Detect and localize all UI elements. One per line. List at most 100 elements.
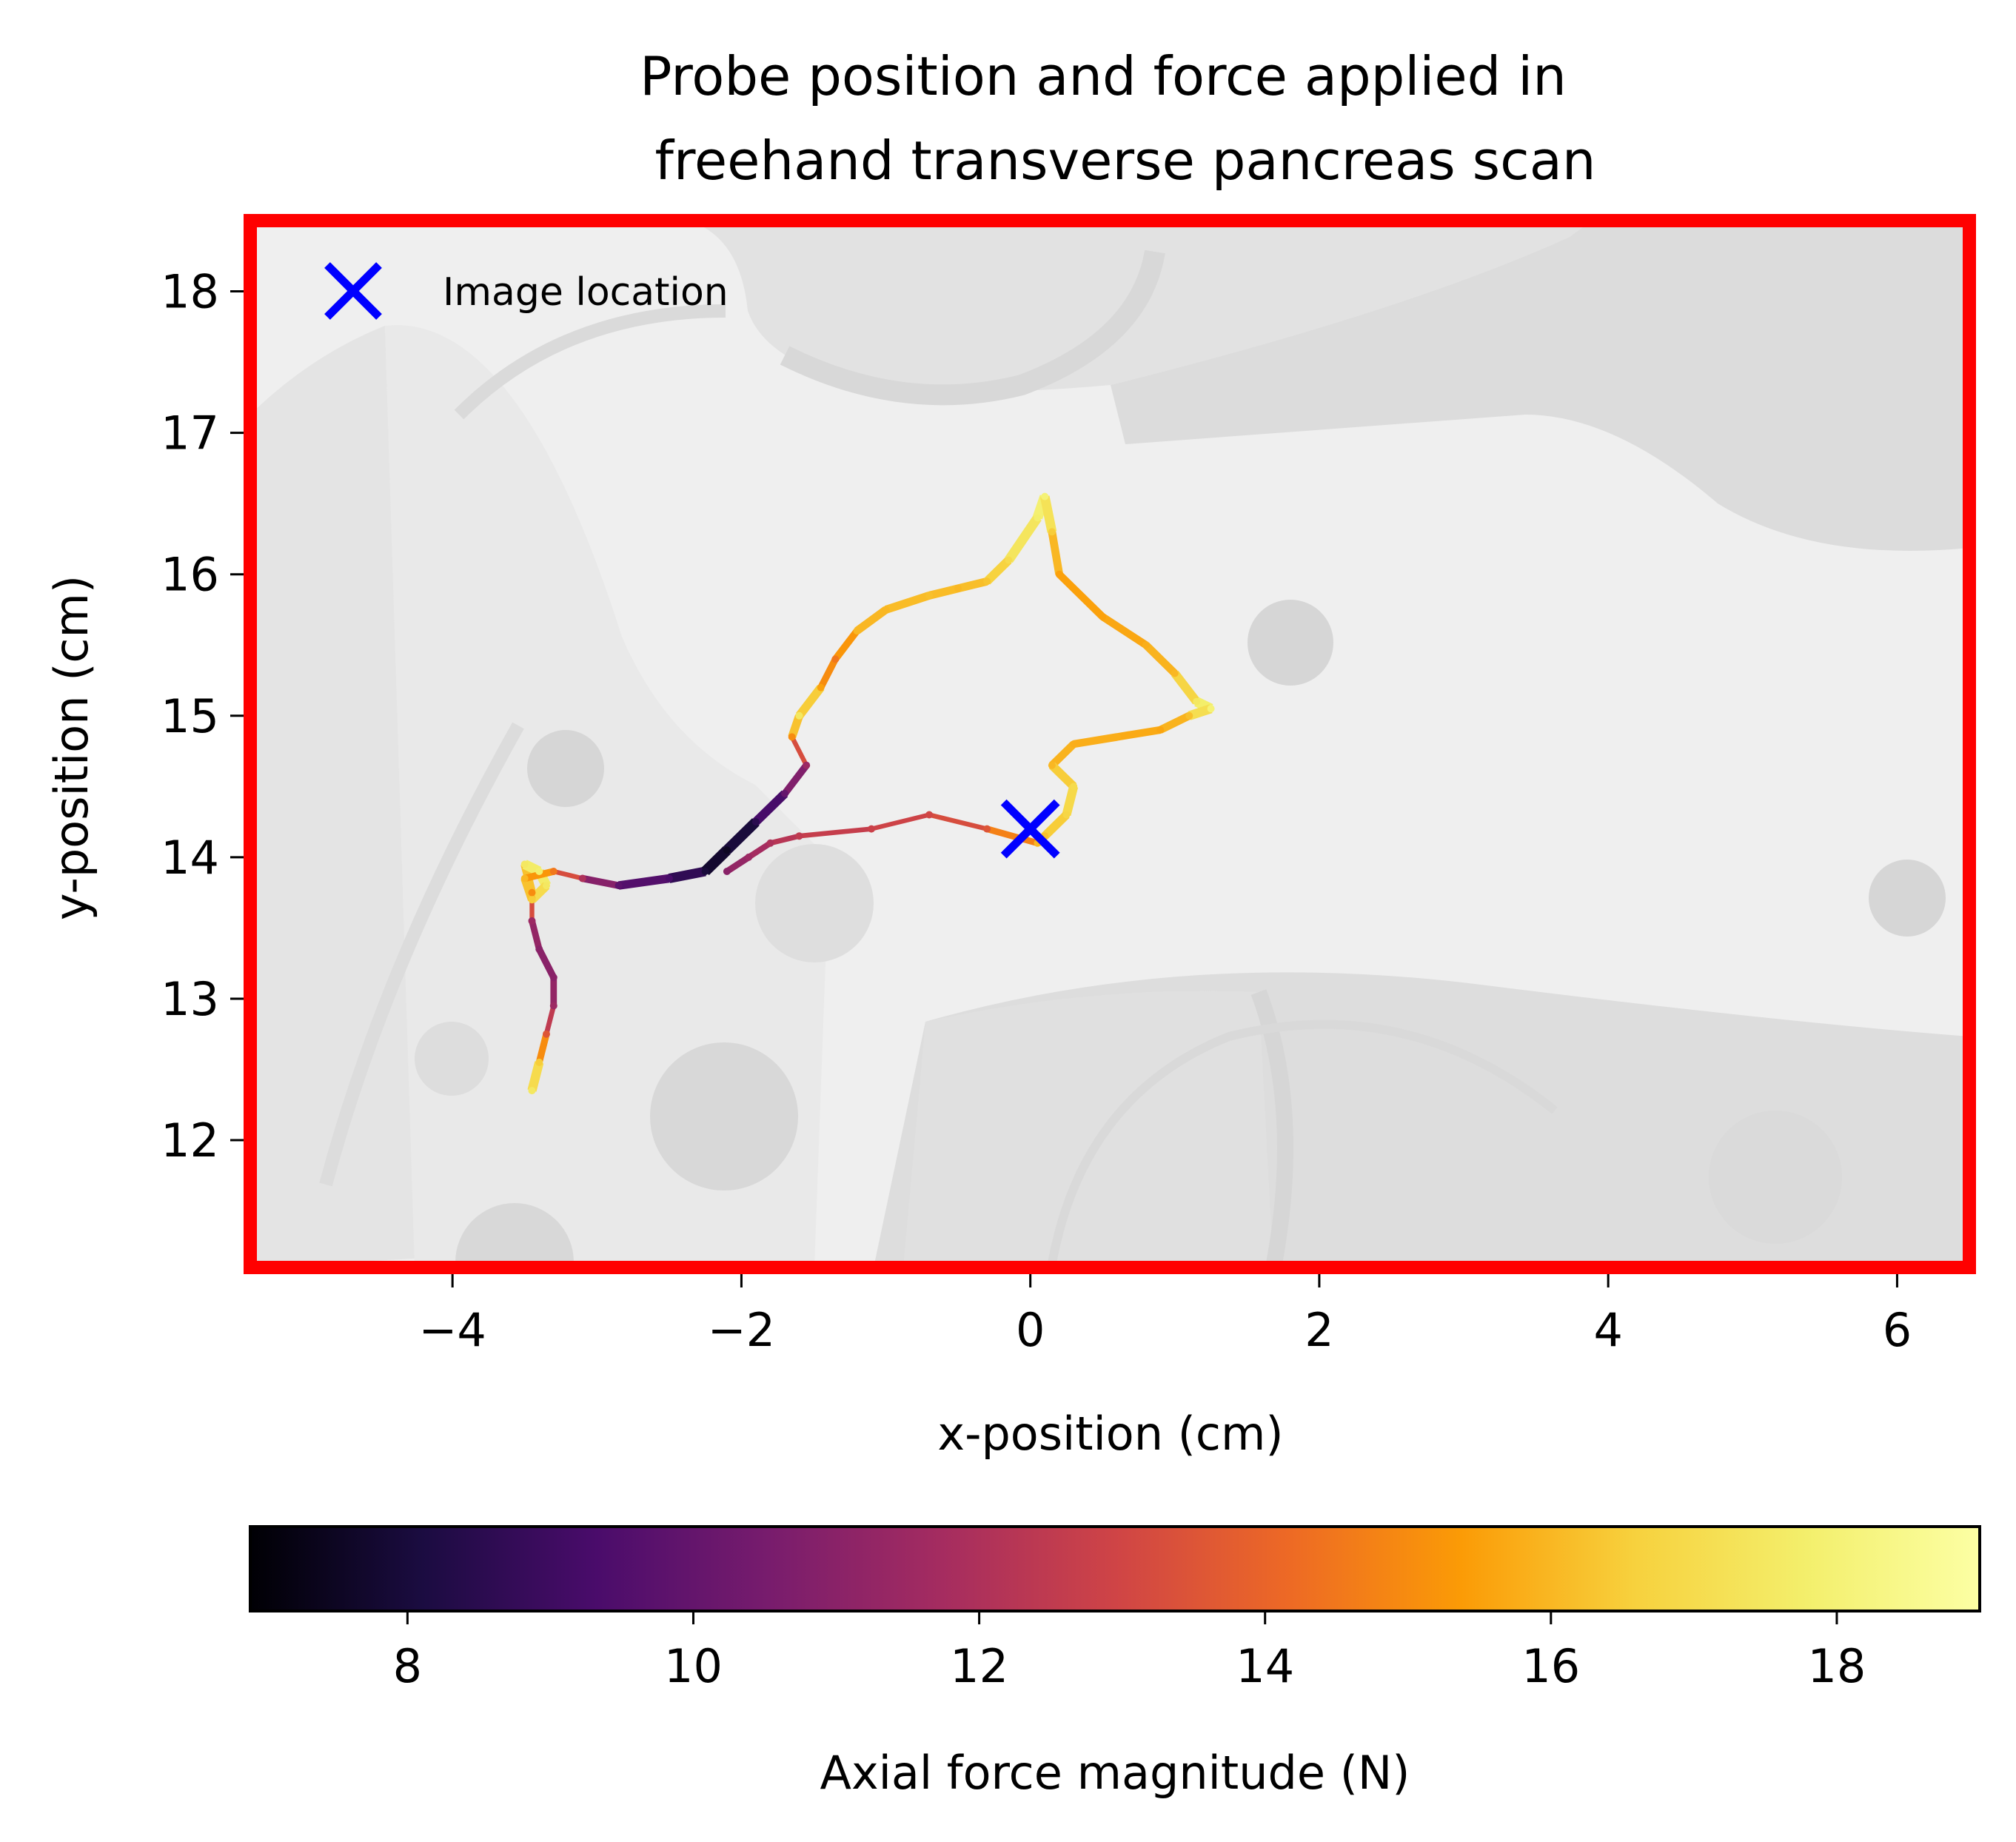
trajectory-segment bbox=[983, 557, 1012, 585]
trajectory-segment bbox=[788, 714, 803, 739]
y-tick-label: 15 bbox=[161, 689, 219, 743]
trajectory-segment bbox=[723, 818, 760, 854]
trajectory-point bbox=[1048, 528, 1056, 536]
trajectory-point bbox=[868, 825, 875, 833]
trajectory-segment bbox=[1171, 670, 1200, 705]
trajectory-point bbox=[817, 683, 825, 691]
trajectory-segment bbox=[928, 584, 960, 600]
trajectory-point bbox=[925, 592, 934, 600]
trajectory-segment bbox=[1005, 515, 1042, 563]
legend-marker-x-icon bbox=[324, 262, 382, 320]
trajectory-point bbox=[528, 1087, 536, 1095]
image-location-marker bbox=[1000, 799, 1060, 859]
colorbar-ticks: 8 10 12 14 16 18 bbox=[393, 1611, 1866, 1693]
trajectory-point bbox=[1034, 514, 1042, 522]
trajectory-segment bbox=[701, 846, 731, 876]
legend-label: Image location bbox=[443, 270, 729, 315]
trajectory-point bbox=[543, 882, 550, 890]
x-tick-label: 0 bbox=[1016, 1303, 1045, 1357]
trajectory-segment bbox=[553, 868, 583, 881]
trajectory-point bbox=[1070, 740, 1078, 748]
trajectory-point bbox=[549, 1002, 557, 1010]
trajectory-point bbox=[1171, 669, 1179, 677]
background-image bbox=[250, 221, 1969, 1267]
trajectory-point bbox=[751, 818, 760, 826]
trajectory-segment bbox=[789, 735, 809, 767]
trajectory-segment bbox=[795, 685, 825, 719]
trajectory-point bbox=[528, 917, 536, 925]
x-axis-ticks: −4 −2 0 2 4 6 bbox=[418, 1274, 1912, 1357]
y-axis-ticks: 12 13 14 15 16 17 18 bbox=[161, 265, 244, 1168]
trajectory-point bbox=[549, 974, 557, 982]
trajectory-segment bbox=[928, 812, 988, 831]
trajectory-segment bbox=[957, 577, 988, 593]
x-tick-label: 2 bbox=[1305, 1303, 1333, 1357]
trajectory-point bbox=[831, 655, 840, 663]
trajectory-point bbox=[1070, 783, 1078, 791]
trajectory-segment bbox=[782, 763, 810, 796]
trajectory-segment bbox=[1188, 704, 1213, 720]
colorbar-label: Axial force magnitude (N) bbox=[820, 1746, 1410, 1800]
trajectory-segment bbox=[799, 826, 872, 839]
trajectory-point bbox=[528, 896, 536, 904]
trajectory-point bbox=[954, 584, 962, 592]
trajectory-segment bbox=[817, 657, 839, 689]
trajectory-segment bbox=[668, 866, 706, 883]
trajectory-point bbox=[723, 846, 731, 854]
trajectory-point bbox=[1041, 492, 1049, 500]
trajectory-point bbox=[788, 733, 796, 741]
trajectory-point bbox=[1193, 697, 1201, 706]
trajectory-point bbox=[1113, 733, 1121, 741]
trajectory-segment bbox=[527, 1061, 544, 1092]
trajectory-segment bbox=[985, 825, 1039, 847]
trajectory-point bbox=[543, 1030, 550, 1038]
trajectory-segment bbox=[1100, 613, 1148, 649]
trajectory-point bbox=[1005, 556, 1013, 564]
trajectory-segment bbox=[529, 920, 543, 951]
trajectory-point bbox=[1185, 711, 1193, 720]
trajectory-segment bbox=[1143, 642, 1178, 677]
trajectory-point bbox=[882, 606, 890, 614]
plot-frame bbox=[244, 214, 1976, 1274]
y-axis-label: y-position (cm) bbox=[44, 575, 98, 920]
trajectory-point bbox=[925, 811, 934, 819]
trajectory-point bbox=[1048, 761, 1056, 769]
trajectory-segment bbox=[1049, 741, 1076, 768]
x-axis-label: x-position (cm) bbox=[937, 1407, 1283, 1461]
trajectory-point bbox=[1062, 811, 1071, 819]
trajectory-point bbox=[803, 761, 811, 769]
trajectory-point bbox=[795, 711, 803, 720]
trajectory-point bbox=[520, 874, 529, 883]
trajectory-point bbox=[795, 832, 803, 840]
trajectory-point bbox=[528, 888, 536, 897]
trajectory-point bbox=[1207, 705, 1215, 713]
trajectory-point bbox=[1142, 641, 1150, 649]
image-location-x-stroke bbox=[1000, 799, 1060, 859]
trajectory-segment bbox=[832, 629, 860, 662]
colorbar-tick-label: 18 bbox=[1807, 1639, 1866, 1693]
x-tick-label: −4 bbox=[418, 1303, 486, 1357]
trajectory-point bbox=[745, 853, 753, 861]
colorbar-tick-label: 16 bbox=[1521, 1639, 1580, 1693]
trajectory-segment bbox=[1039, 495, 1057, 533]
x-tick-label: −2 bbox=[708, 1303, 775, 1357]
trajectory-segment bbox=[871, 812, 930, 831]
y-tick-label: 18 bbox=[161, 265, 219, 319]
trajectory-segment bbox=[520, 877, 536, 902]
colorbar bbox=[249, 1525, 1981, 1612]
trajectory-segment bbox=[535, 1033, 550, 1064]
trajectory-point bbox=[1055, 570, 1063, 578]
x-tick-label: 6 bbox=[1883, 1303, 1912, 1357]
trajectory-point bbox=[535, 945, 543, 954]
y-tick-label: 12 bbox=[161, 1113, 219, 1168]
trajectory-segment bbox=[1048, 531, 1064, 575]
trajectory-segment bbox=[1048, 762, 1077, 790]
trajectory-point bbox=[983, 577, 991, 586]
trajectory-segment bbox=[725, 854, 751, 874]
x-tick-label: 4 bbox=[1593, 1303, 1622, 1357]
trajectory-segment bbox=[884, 592, 931, 614]
trajectory-point bbox=[535, 868, 543, 875]
trajectory-segment bbox=[1042, 811, 1070, 840]
trajectory-point bbox=[549, 868, 557, 875]
